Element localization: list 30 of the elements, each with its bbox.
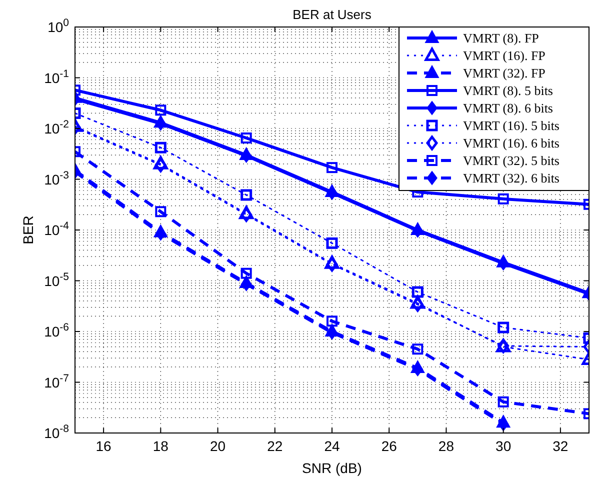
y-axis-title: BER bbox=[20, 216, 36, 244]
x-tick-label: 16 bbox=[96, 438, 112, 454]
x-tick-label: 30 bbox=[496, 438, 512, 454]
x-tick-label: 20 bbox=[210, 438, 226, 454]
y-tick-label: 10$^{-2}$ bbox=[44, 118, 70, 136]
legend-label: VMRT (16). 5 bits bbox=[463, 118, 560, 133]
chart-title: BER at Users bbox=[292, 7, 372, 22]
x-tick-label: 26 bbox=[381, 438, 398, 454]
legend-label: VMRT (32). 6 bits bbox=[463, 170, 560, 186]
legend-label: VMRT (16). 6 bits bbox=[463, 136, 560, 150]
y-tick-label: 10$^{-4}$ bbox=[44, 220, 70, 238]
x-axis-title: SNR (dB) bbox=[302, 460, 362, 476]
y-tick-label: 10$^{-8}$ bbox=[44, 423, 70, 441]
x-tick-label: 22 bbox=[267, 438, 283, 454]
y-tick-label: 10$^{-3}$ bbox=[44, 169, 70, 188]
legend-label: VMRT (32). 5 bits bbox=[463, 153, 560, 168]
legend-label: VMRT (8). 6 bits bbox=[463, 100, 553, 116]
x-tick-label: 24 bbox=[324, 438, 340, 454]
y-tick-label: 10$^{0}$ bbox=[48, 17, 70, 35]
legend-label: VMRT (16). FP bbox=[463, 48, 546, 63]
legend-label: VMRT (8). 5 bits bbox=[463, 83, 553, 98]
x-tick-label: 18 bbox=[152, 438, 169, 454]
y-tick-label: 10$^{-5}$ bbox=[44, 270, 70, 289]
x-tick-label: 32 bbox=[552, 438, 568, 454]
y-tick-label: 10$^{-1}$ bbox=[44, 68, 70, 86]
y-tick-label: 10$^{-7}$ bbox=[44, 372, 70, 390]
legend-label: VMRT (32). FP bbox=[463, 66, 546, 80]
x-tick-label: 28 bbox=[438, 438, 454, 454]
y-tick-label: 10$^{-6}$ bbox=[44, 322, 70, 340]
legend-label: VMRT (8). FP bbox=[463, 30, 539, 46]
